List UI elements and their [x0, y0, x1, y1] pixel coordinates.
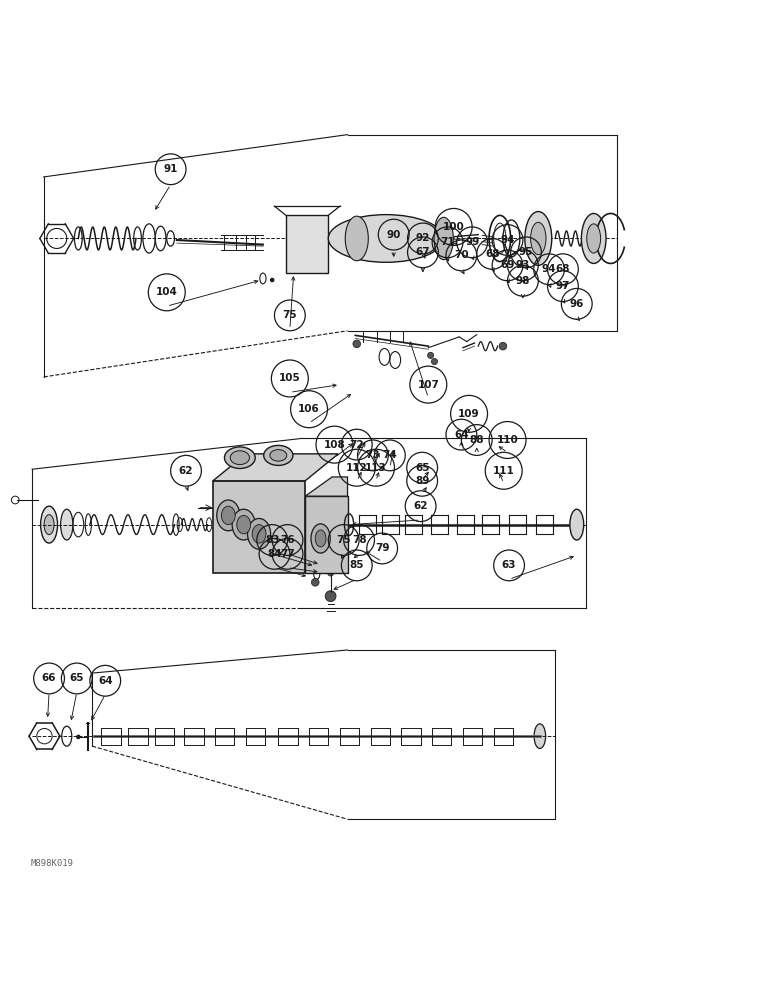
- Text: 68: 68: [485, 249, 499, 259]
- Ellipse shape: [570, 509, 584, 540]
- Text: 111: 111: [493, 466, 515, 476]
- Text: 76: 76: [280, 535, 295, 545]
- Text: 108: 108: [323, 440, 345, 450]
- Text: 107: 107: [418, 380, 439, 390]
- Text: 71: 71: [440, 237, 455, 247]
- Text: 73: 73: [366, 450, 381, 460]
- Text: 95: 95: [519, 247, 533, 257]
- Ellipse shape: [222, 506, 235, 525]
- Ellipse shape: [270, 450, 286, 461]
- Text: 79: 79: [375, 543, 389, 553]
- Text: 100: 100: [443, 222, 465, 232]
- Text: 112: 112: [346, 463, 367, 473]
- Circle shape: [327, 562, 334, 568]
- Circle shape: [499, 342, 506, 350]
- Circle shape: [432, 358, 438, 365]
- Text: 83: 83: [265, 535, 279, 545]
- Circle shape: [311, 578, 319, 586]
- Text: 91: 91: [164, 164, 178, 174]
- Text: 78: 78: [352, 535, 367, 545]
- Text: 75: 75: [337, 535, 351, 545]
- Text: 105: 105: [279, 373, 301, 383]
- Text: 84: 84: [267, 549, 282, 559]
- Text: 106: 106: [298, 404, 320, 414]
- Text: 68: 68: [556, 264, 571, 274]
- Ellipse shape: [217, 500, 240, 531]
- Circle shape: [353, 340, 361, 348]
- Text: 104: 104: [156, 287, 178, 297]
- Ellipse shape: [434, 217, 453, 260]
- Text: 75: 75: [283, 310, 297, 320]
- Text: 72: 72: [350, 440, 364, 450]
- Text: 85: 85: [350, 560, 364, 570]
- Text: 89: 89: [415, 476, 429, 486]
- Text: 65: 65: [415, 463, 429, 473]
- Text: 99: 99: [465, 237, 479, 247]
- Text: 113: 113: [365, 463, 387, 473]
- Ellipse shape: [525, 212, 552, 265]
- Ellipse shape: [345, 216, 368, 261]
- Bar: [305, 496, 347, 573]
- Ellipse shape: [328, 215, 444, 262]
- Text: 92: 92: [416, 233, 430, 243]
- Ellipse shape: [41, 506, 58, 543]
- Text: 62: 62: [413, 501, 428, 511]
- Text: 94: 94: [542, 264, 557, 274]
- Circle shape: [325, 591, 336, 602]
- Ellipse shape: [230, 451, 249, 465]
- Polygon shape: [213, 454, 338, 481]
- Ellipse shape: [581, 213, 606, 263]
- Text: 97: 97: [556, 281, 571, 291]
- Ellipse shape: [225, 447, 256, 468]
- Ellipse shape: [311, 524, 330, 553]
- Text: 64: 64: [98, 676, 113, 686]
- Text: M898K019: M898K019: [31, 859, 73, 868]
- Text: 110: 110: [496, 435, 519, 445]
- Text: 98: 98: [516, 276, 530, 286]
- Ellipse shape: [315, 530, 326, 547]
- Text: 74: 74: [382, 450, 398, 460]
- Text: 66: 66: [42, 673, 56, 683]
- Ellipse shape: [587, 224, 601, 253]
- Text: 88: 88: [469, 435, 484, 445]
- Circle shape: [327, 555, 334, 561]
- Ellipse shape: [530, 222, 546, 255]
- Text: 63: 63: [502, 560, 516, 570]
- Circle shape: [428, 352, 434, 358]
- Ellipse shape: [232, 509, 256, 540]
- Text: 70: 70: [454, 250, 469, 260]
- Ellipse shape: [264, 445, 293, 465]
- Text: 64: 64: [454, 430, 469, 440]
- Text: 94: 94: [500, 235, 515, 245]
- Text: 67: 67: [415, 247, 430, 257]
- Text: 65: 65: [69, 673, 84, 683]
- Ellipse shape: [61, 509, 73, 540]
- Ellipse shape: [248, 518, 271, 549]
- Bar: [213, 481, 305, 573]
- Bar: [286, 215, 328, 273]
- Text: 93: 93: [516, 260, 530, 270]
- Text: 90: 90: [387, 230, 401, 240]
- Circle shape: [327, 570, 334, 576]
- Text: 109: 109: [459, 409, 480, 419]
- Ellipse shape: [252, 525, 266, 543]
- Circle shape: [76, 735, 80, 739]
- Text: 77: 77: [280, 549, 295, 559]
- Polygon shape: [305, 477, 347, 496]
- Ellipse shape: [44, 515, 54, 535]
- Text: 69: 69: [500, 260, 515, 270]
- Text: 62: 62: [179, 466, 193, 476]
- Text: 96: 96: [570, 299, 584, 309]
- Ellipse shape: [534, 724, 546, 748]
- Circle shape: [270, 278, 275, 282]
- Ellipse shape: [237, 515, 251, 534]
